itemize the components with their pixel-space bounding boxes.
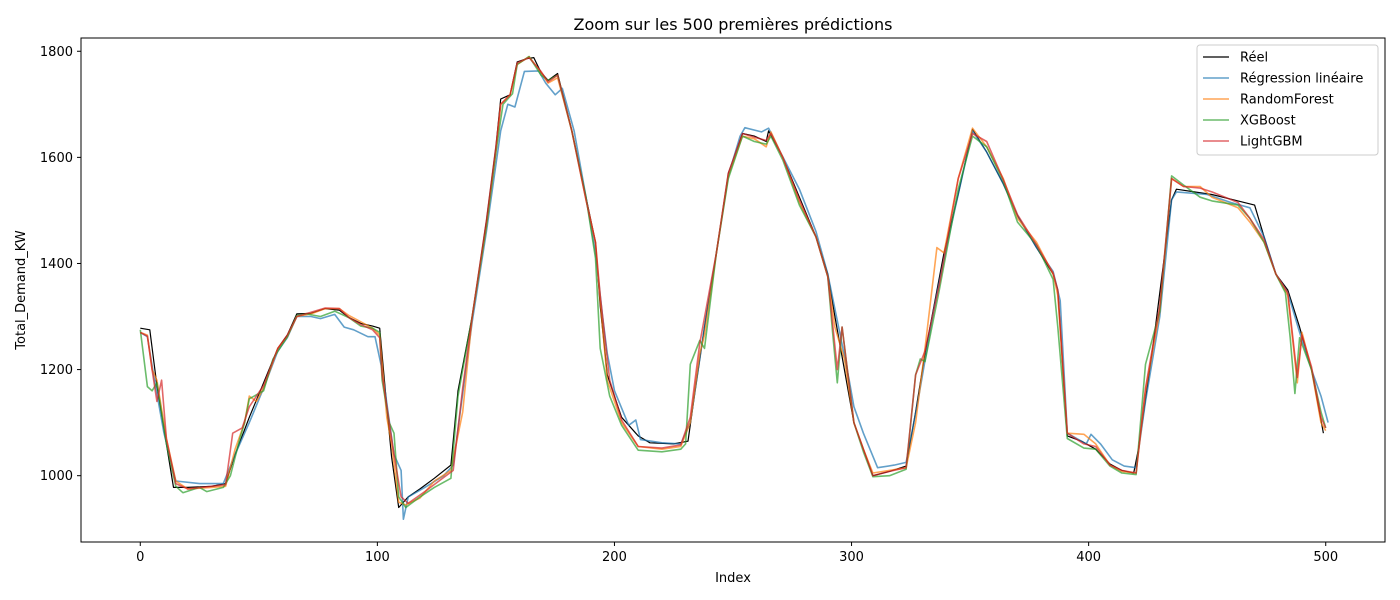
x-tick-label: 500 xyxy=(1313,550,1338,565)
x-tick-label: 400 xyxy=(1076,550,1101,565)
x-tick-label: 200 xyxy=(602,550,627,565)
series-layer xyxy=(139,55,1329,521)
series-line-xgboost xyxy=(139,55,1327,509)
x-axis-label: Index xyxy=(715,571,751,586)
legend-label: Régression linéaire xyxy=(1240,72,1363,87)
y-axis: 1000 1200 1400 1600 1800 xyxy=(40,45,81,484)
legend-label: XGBoost xyxy=(1240,114,1296,129)
x-tick-label: 300 xyxy=(839,550,864,565)
chart-title: Zoom sur les 500 premières prédictions xyxy=(574,15,893,34)
x-tick-label: 100 xyxy=(365,550,390,565)
legend: Réel Régression linéaire RandomForest XGBoo… xyxy=(1196,44,1379,156)
y-tick-label: 1600 xyxy=(40,151,73,166)
series-line-lightgbm xyxy=(139,56,1327,505)
y-axis-label: Total_Demand_KW xyxy=(14,230,29,351)
y-tick-label: 1000 xyxy=(40,469,73,484)
series-line-r-gression-lin-aire xyxy=(139,70,1329,521)
y-tick-label: 1800 xyxy=(40,45,73,60)
x-axis: 0 100 200 300 400 500 xyxy=(136,542,1338,565)
y-tick-label: 1400 xyxy=(40,257,73,272)
plot-area-frame xyxy=(80,37,1386,543)
legend-label: Réel xyxy=(1240,51,1268,66)
legend-box xyxy=(1196,44,1379,156)
y-tick-label: 1200 xyxy=(40,363,73,378)
series-line-r-el xyxy=(140,56,1324,509)
x-tick-label: 0 xyxy=(136,550,144,565)
series-line-randomforest xyxy=(140,55,1327,506)
legend-label: RandomForest xyxy=(1240,93,1334,108)
legend-label: LightGBM xyxy=(1240,135,1303,150)
